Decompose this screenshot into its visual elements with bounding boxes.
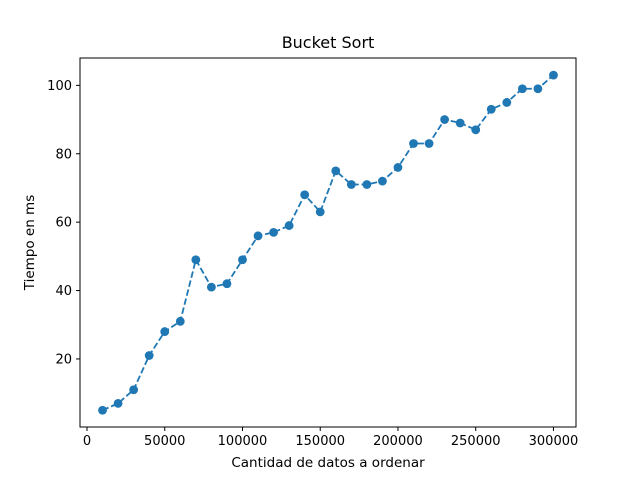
data-point — [471, 125, 481, 135]
y-tick-label: 100 — [47, 79, 72, 94]
y-tick-label: 60 — [55, 216, 72, 231]
data-point — [144, 351, 154, 360]
data-point — [346, 180, 356, 189]
x-tick-label: 50000 — [144, 434, 185, 449]
data-point — [315, 207, 325, 217]
y-tick-label: 40 — [55, 284, 72, 299]
data-point — [222, 279, 232, 289]
data-point — [517, 84, 527, 94]
x-tick-label: 200000 — [373, 434, 423, 449]
x-tick-label: 0 — [83, 434, 91, 449]
data-point — [549, 70, 558, 80]
data-point — [533, 84, 543, 94]
data-point — [502, 98, 512, 107]
data-point — [486, 104, 496, 114]
x-axis-label: Cantidad de datos a ordenar — [231, 455, 425, 471]
data-point — [238, 255, 247, 265]
x-tick-label: 150000 — [295, 434, 345, 449]
data-point — [98, 405, 107, 415]
data-point — [362, 180, 372, 189]
chart-title: Bucket Sort — [282, 33, 375, 52]
axes-frame — [79, 57, 577, 428]
data-point — [284, 221, 294, 230]
data-point — [129, 385, 139, 395]
y-axis-ticks: 20 40 60 80 100 — [47, 79, 80, 367]
data-point — [269, 228, 278, 237]
data-point — [206, 282, 216, 292]
data-point — [253, 231, 263, 241]
y-tick-label: 80 — [55, 147, 72, 162]
x-axis-ticks: 0 50000 100000 150000 200000 250000 300000 — [83, 427, 578, 449]
data-point — [424, 139, 434, 148]
data-point — [160, 327, 170, 336]
x-tick-label: 100000 — [218, 434, 268, 449]
y-axis-label: Tiempo en ms — [22, 195, 38, 292]
data-point — [393, 163, 403, 172]
data-point — [455, 118, 465, 128]
data-point — [440, 115, 450, 124]
data-point — [300, 190, 310, 200]
data-point — [113, 399, 123, 408]
data-point — [191, 255, 201, 265]
data-point — [331, 166, 341, 176]
x-tick-label: 250000 — [451, 434, 501, 449]
data-point — [409, 139, 418, 148]
x-tick-label: 300000 — [529, 434, 579, 449]
data-point — [175, 316, 185, 326]
y-tick-label: 20 — [55, 352, 72, 367]
series-layer — [98, 70, 558, 415]
data-point — [378, 176, 387, 186]
